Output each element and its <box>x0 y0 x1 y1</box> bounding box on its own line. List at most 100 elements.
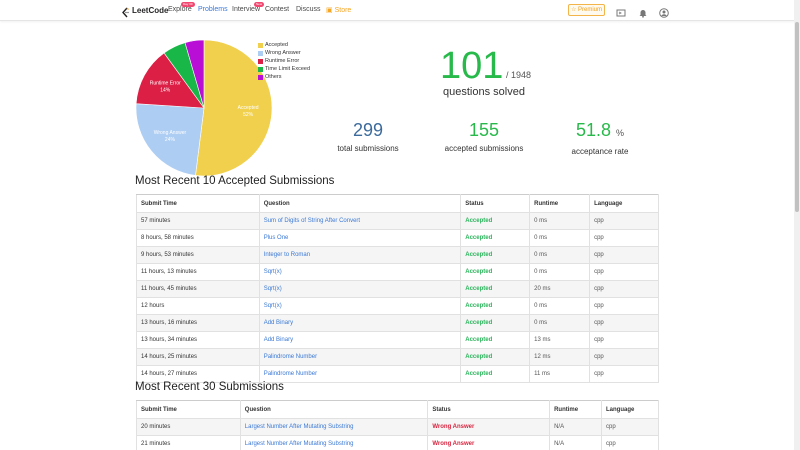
status-link[interactable]: Accepted <box>460 263 531 281</box>
legend-swatch <box>258 66 263 72</box>
status-link[interactable]: Accepted <box>460 297 531 315</box>
status-link[interactable]: Accepted <box>460 314 531 332</box>
question-link[interactable]: Plus One <box>258 229 462 247</box>
user-avatar-icon[interactable] <box>659 5 669 18</box>
submit-time: 21 minutes <box>136 435 241 450</box>
table-row: 11 hours, 13 minutes Sqrt(x) Accepted 0 ms c… <box>136 263 659 281</box>
column-header: Language <box>601 400 659 419</box>
legend-item[interactable]: Accepted <box>258 41 310 49</box>
status-link[interactable]: Accepted <box>460 212 531 230</box>
status-link[interactable]: Accepted <box>460 246 531 264</box>
table-row: 20 minutes Largest Number After Mutating … <box>136 418 659 436</box>
runtime: 0 ms <box>529 246 591 264</box>
question-link[interactable]: Largest Number After Mutating Substring <box>239 418 429 436</box>
runtime: N/A <box>549 418 603 436</box>
runtime: 0 ms <box>529 297 591 315</box>
legend-label: Accepted <box>265 42 288 48</box>
runtime: 0 ms <box>529 263 591 281</box>
legend-item[interactable]: Others <box>258 73 310 81</box>
premium-label: Premium <box>578 7 603 13</box>
scrollbar-thumb[interactable] <box>795 22 799 212</box>
recent-section-title: Most Recent 30 Submissions <box>135 381 284 393</box>
legend-swatch <box>258 50 263 56</box>
language: cpp <box>589 365 659 383</box>
acceptance-rate-value: 51.8 <box>575 120 611 140</box>
language: cpp <box>589 314 659 332</box>
nav-interview[interactable]: Interview <box>232 6 261 13</box>
status-link[interactable]: Accepted <box>460 331 531 349</box>
pie-slice-runtime-error[interactable] <box>135 52 205 109</box>
submit-time: 8 hours, 58 minutes <box>136 229 260 247</box>
legend-item[interactable]: Wrong Answer <box>258 49 310 57</box>
accepted-submissions-value: 155 <box>468 120 500 140</box>
column-header: Submit Time <box>136 400 241 419</box>
page-scrollbar[interactable] <box>794 0 800 450</box>
question-link[interactable]: Largest Number After Mutating Substring <box>239 435 429 450</box>
question-link[interactable]: Sqrt(x) <box>258 297 462 315</box>
table-row: 11 hours, 45 minutes Sqrt(x) Accepted 20 ms… <box>136 280 659 298</box>
column-header: Runtime <box>549 400 603 419</box>
solved-label: questions solved <box>443 86 525 98</box>
status-link[interactable]: Accepted <box>460 348 531 366</box>
logo-text: LeetCode <box>132 6 169 15</box>
question-link[interactable]: Palindrome Number <box>258 365 462 383</box>
accepted-submissions-label: accepted submissions <box>444 144 524 153</box>
leetcode-logo[interactable]: LeetCode <box>121 4 169 18</box>
submit-time: 11 hours, 13 minutes <box>136 263 260 281</box>
runtime: 0 ms <box>529 229 591 247</box>
runtime: 11 ms <box>529 365 591 383</box>
question-link[interactable]: Add Binary <box>258 314 462 332</box>
column-header: Submit Time <box>136 194 260 213</box>
nav-problems[interactable]: Problems <box>198 6 228 13</box>
language: cpp <box>589 331 659 349</box>
legend-label: Others <box>265 74 282 80</box>
submit-time: 13 hours, 34 minutes <box>136 331 260 349</box>
submit-time: 9 hours, 53 minutes <box>136 246 260 264</box>
pie-slice-label: Accepted <box>238 105 259 111</box>
table-row: 8 hours, 58 minutes Plus One Accepted 0 ms c… <box>136 229 659 247</box>
nav-store[interactable]: ▣ Store <box>326 6 351 14</box>
total-submissions-label: total submissions <box>337 144 399 153</box>
status-link[interactable]: Wrong Answer <box>427 435 551 450</box>
legend-item[interactable]: Runtime Error <box>258 57 310 65</box>
pie-slice-accepted[interactable] <box>195 39 273 177</box>
legend-item[interactable]: Time Limit Exceed <box>258 65 310 73</box>
table-row: 14 hours, 27 minutes Palindrome Number Acc… <box>136 365 659 383</box>
premium-button[interactable]: ☆ Premium <box>568 4 605 16</box>
nav-discuss[interactable]: Discuss <box>296 6 321 13</box>
question-link[interactable]: Integer to Roman <box>258 246 462 264</box>
question-link[interactable]: Add Binary <box>258 331 462 349</box>
acceptance-rate-stat: 51.8 % acceptance rate <box>566 120 634 156</box>
pie-slice-wrong-answer[interactable] <box>135 103 205 176</box>
pie-legend: Accepted Wrong Answer Runtime Error Time Li… <box>258 41 310 81</box>
status-link[interactable]: Accepted <box>460 229 531 247</box>
explore-badge: Day 30 <box>181 2 195 7</box>
table-header-row: Submit Time Question Status Runtime Language <box>136 194 659 213</box>
pie-slice-percent: 24% <box>165 137 176 143</box>
runtime: 12 ms <box>529 348 591 366</box>
language: cpp <box>589 212 659 230</box>
question-link[interactable]: Sqrt(x) <box>258 263 462 281</box>
question-link[interactable]: Palindrome Number <box>258 348 462 366</box>
leetcode-logo-icon <box>121 5 130 18</box>
question-link[interactable]: Sqrt(x) <box>258 280 462 298</box>
legend-label: Wrong Answer <box>265 50 301 56</box>
question-link[interactable]: Sum of Digits of String After Convert <box>258 212 462 230</box>
column-header: Question <box>258 194 462 213</box>
playground-icon[interactable] <box>616 5 626 17</box>
submit-time: 12 hours <box>136 297 260 315</box>
accepted-submissions-table: Submit Time Question Status Runtime Language… <box>136 194 659 383</box>
acceptance-rate-value-row: 51.8 % <box>566 120 634 143</box>
status-link[interactable]: Accepted <box>460 280 531 298</box>
notification-bell-icon[interactable] <box>638 5 648 18</box>
nav-contest[interactable]: Contest <box>265 6 290 13</box>
status-link[interactable]: Accepted <box>460 365 531 383</box>
language: cpp <box>589 229 659 247</box>
status-link[interactable]: Wrong Answer <box>427 418 551 436</box>
pie-slice-others[interactable] <box>184 39 205 109</box>
table-row: 9 hours, 53 minutes Integer to Roman Accep… <box>136 246 659 264</box>
column-header: Runtime <box>529 194 591 213</box>
language: cpp <box>589 246 659 264</box>
pie-slice-percent: 52% <box>243 112 254 118</box>
nav-explore[interactable]: Explore <box>168 6 192 13</box>
